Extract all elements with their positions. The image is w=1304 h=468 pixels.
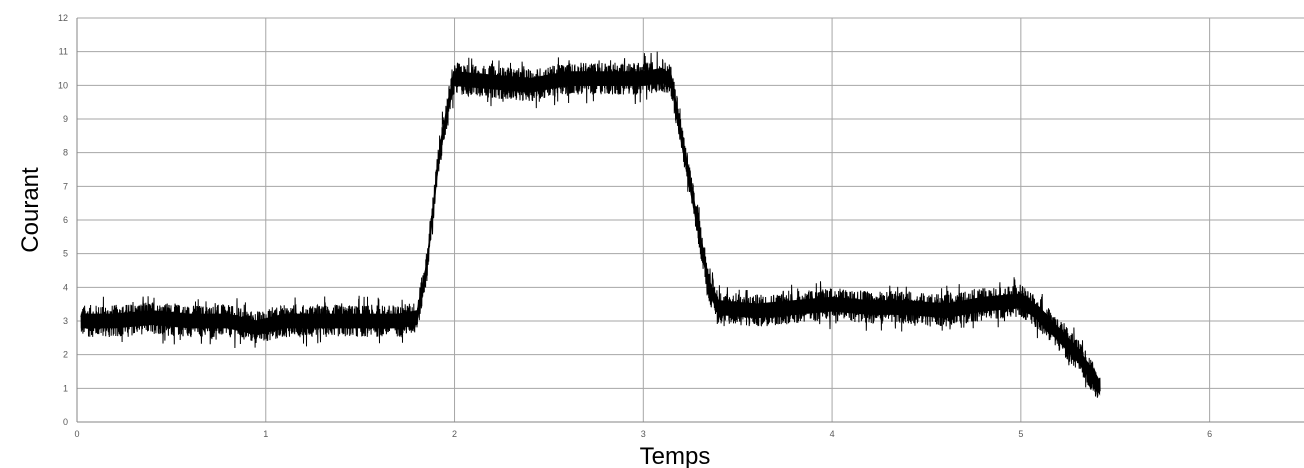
y-tick-label: 8	[63, 148, 68, 158]
y-tick-label: 7	[63, 181, 68, 191]
y-tick-label: 5	[63, 249, 68, 259]
series-envelope	[80, 67, 1101, 396]
x-axis-title: Temps	[640, 443, 711, 468]
x-tick-label: 3	[641, 429, 646, 439]
y-tick-label: 4	[63, 282, 68, 292]
x-tick-label: 6	[1207, 429, 1212, 439]
y-tick-label: 0	[63, 417, 68, 427]
y-tick-label: 9	[63, 114, 68, 124]
chart-grid	[76, 17, 1304, 423]
y-axis-title: Courant	[17, 167, 44, 253]
series-line	[80, 51, 1101, 398]
series-group	[80, 51, 1101, 398]
x-tick-label: 2	[452, 429, 457, 439]
x-tick-label: 0	[74, 429, 79, 439]
x-tick-label: 1	[263, 429, 268, 439]
x-tick-label: 5	[1018, 429, 1023, 439]
y-tick-label: 12	[58, 13, 68, 23]
y-tick-label: 1	[63, 383, 68, 393]
y-tick-label: 3	[63, 316, 68, 326]
y-tick-label: 6	[63, 215, 68, 225]
y-tick-label: 10	[58, 80, 68, 90]
x-axis-ticks: 0 1 2 3 4 5 6	[74, 429, 1212, 439]
y-tick-label: 11	[59, 47, 68, 57]
y-tick-label: 2	[63, 350, 68, 360]
x-tick-label: 4	[830, 429, 835, 439]
